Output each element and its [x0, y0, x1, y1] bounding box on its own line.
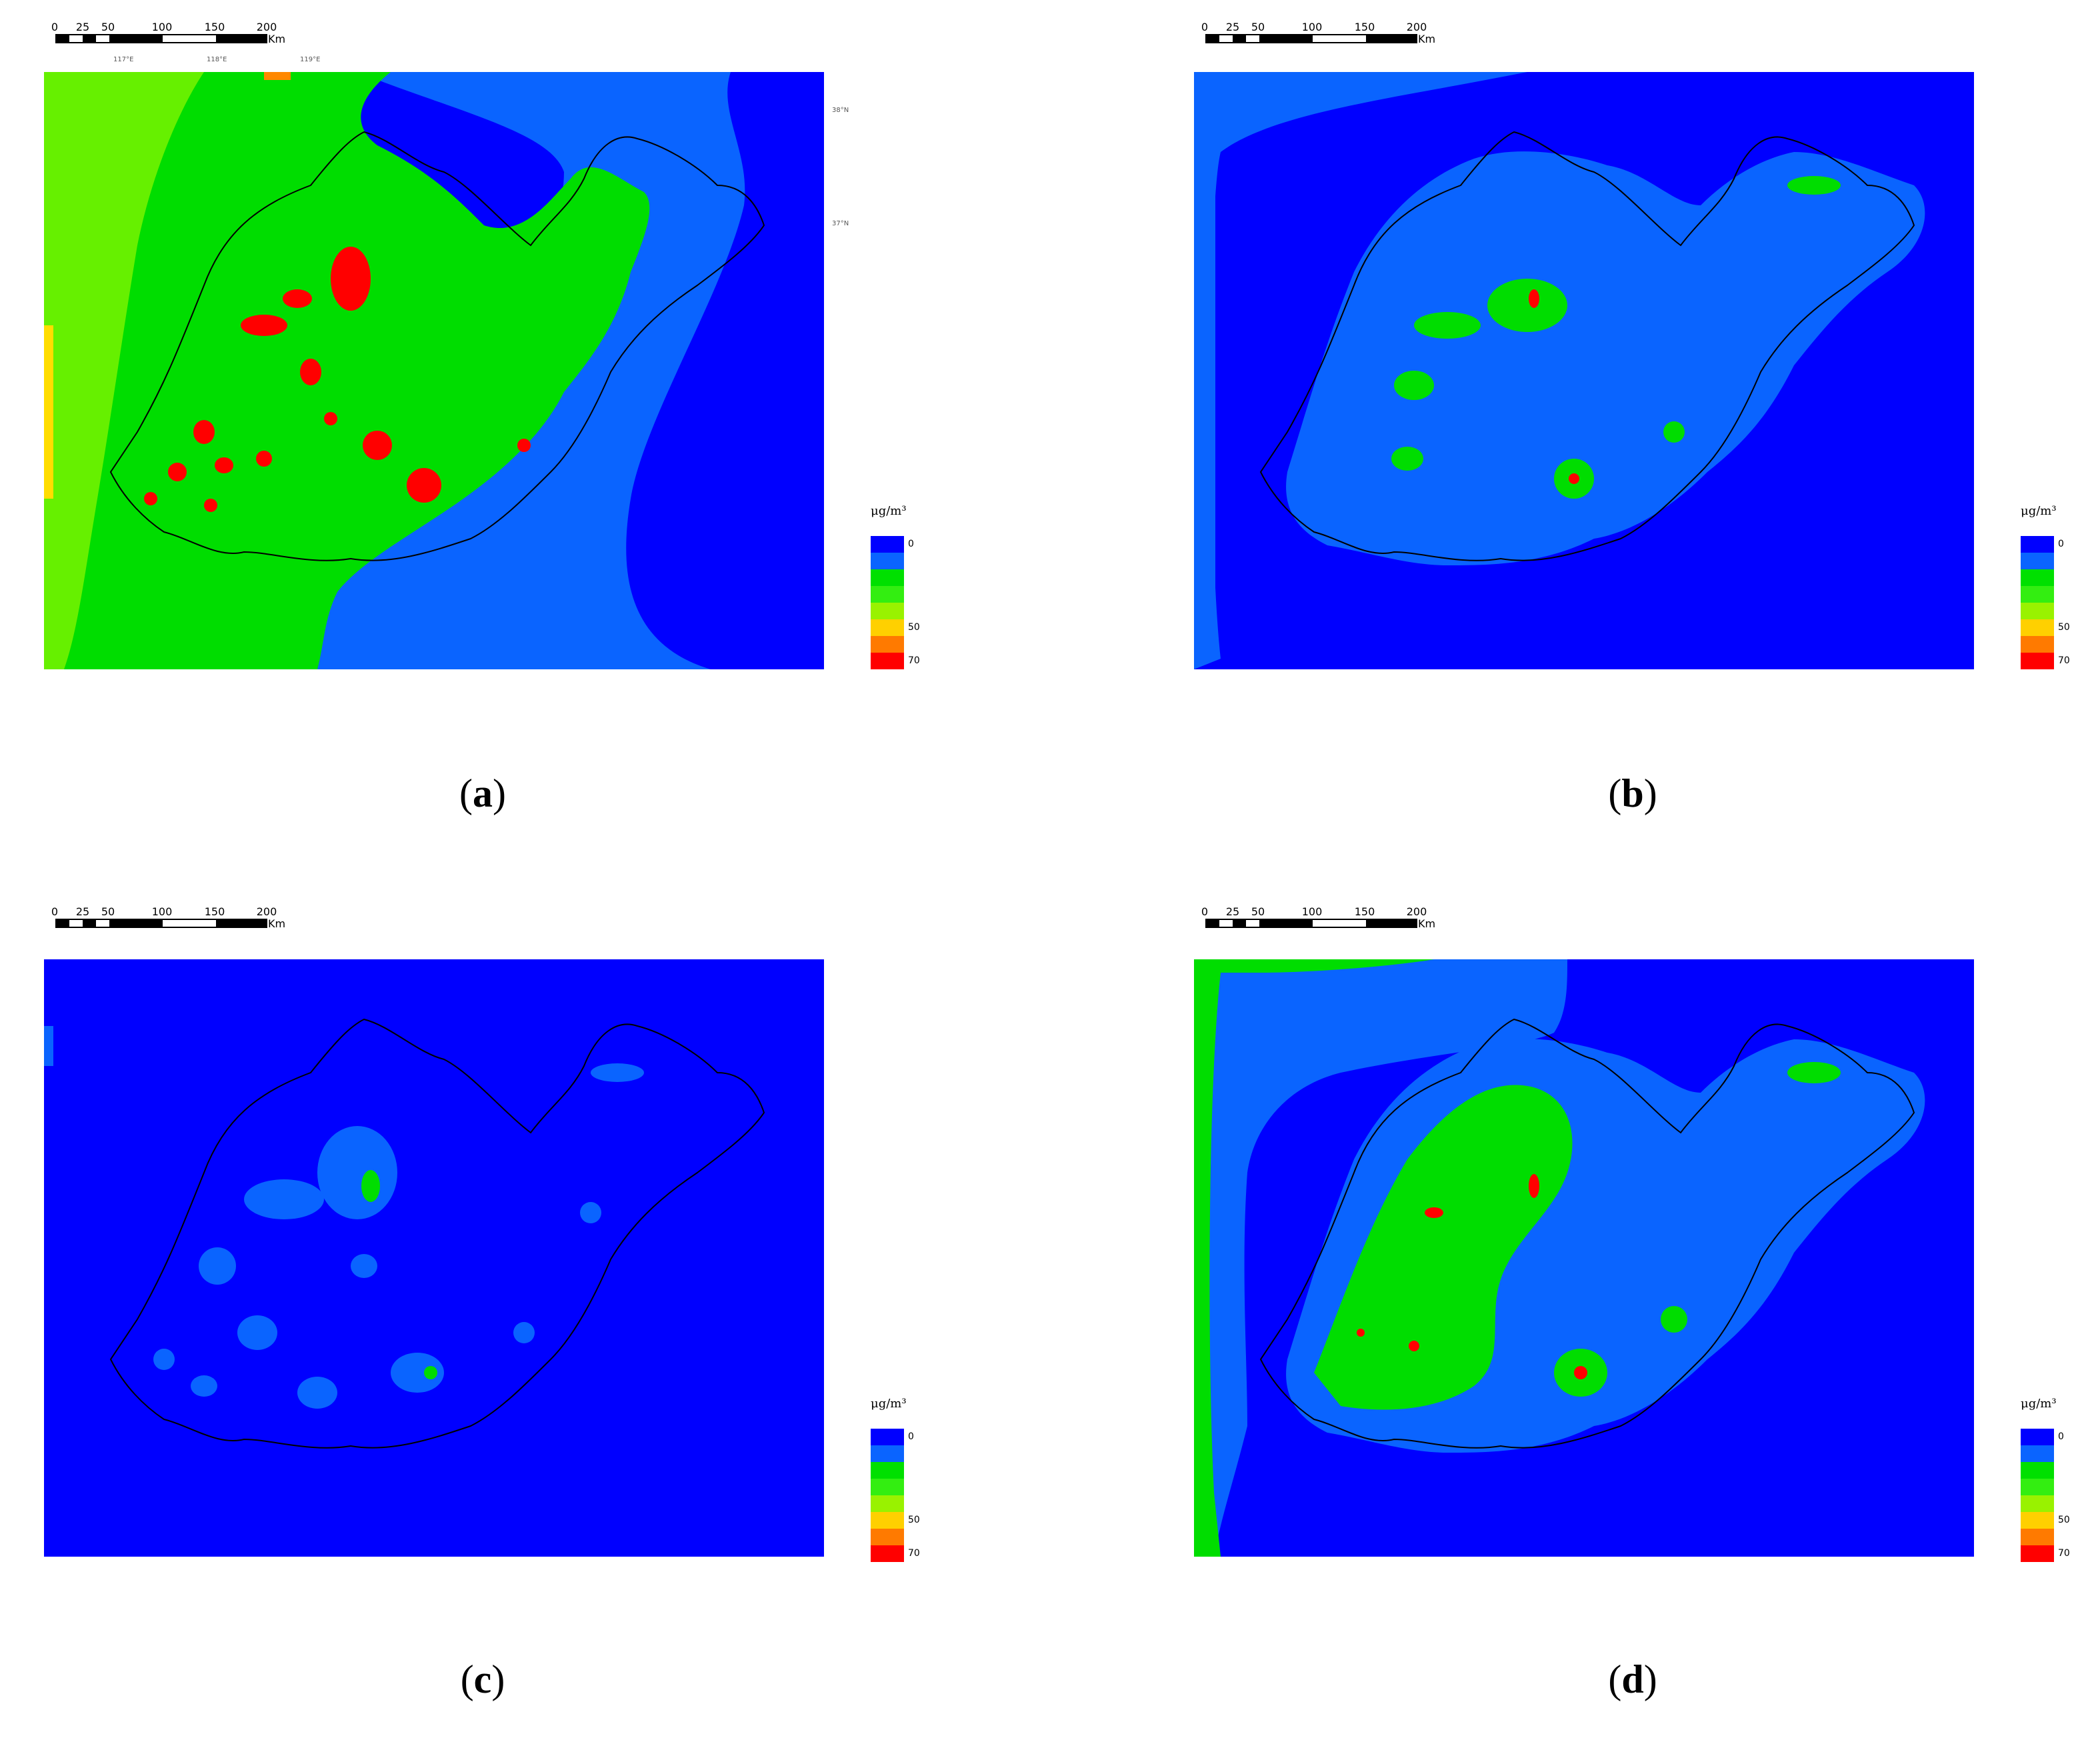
svg-text:50: 50 — [1251, 21, 1265, 33]
panel-label-b: (b) — [1608, 771, 1657, 815]
orange-top — [264, 72, 291, 80]
legend-label-50: 50 — [908, 622, 920, 633]
legend-swatch — [871, 586, 904, 603]
svg-text:0: 0 — [1201, 905, 1208, 918]
legend-label-0: 0 — [908, 539, 914, 549]
svg-text:Km: Km — [268, 917, 285, 930]
scale-tick-50: 50 — [101, 21, 115, 33]
legend-a: μg/m³ 0 50 70 — [871, 504, 931, 677]
legend-d: μg/m³ 0 50 70 — [2021, 1397, 2081, 1570]
scale-unit: Km — [268, 33, 285, 45]
panel-a: 0 25 50 100 150 200 Km — [0, 0, 1050, 873]
svg-text:200: 200 — [257, 905, 277, 918]
light-blue-zone — [1194, 72, 1527, 669]
scale-tick-0: 0 — [51, 21, 58, 33]
panel-d: 0 25 50 100 150 200 Km — [1050, 873, 2100, 1745]
pollution-map-d — [1194, 959, 1974, 1557]
scale-tick-100: 100 — [152, 21, 173, 33]
legend-swatch — [871, 569, 904, 586]
svg-text:100: 100 — [152, 905, 173, 918]
panel-b: 0 25 50 100 150 200 Km — [1050, 0, 2100, 873]
svg-text:150: 150 — [1355, 21, 1375, 33]
svg-text:25: 25 — [1226, 21, 1239, 33]
scale-tick-150: 150 — [205, 21, 225, 33]
panel-label-c: (c) — [460, 1657, 505, 1701]
lon-tick-label: 118°E — [207, 56, 227, 63]
green-zone — [44, 72, 650, 669]
panel-c: 0 25 50 100 150 200 Km — [0, 873, 1050, 1745]
lon-tick-label: 117°E — [113, 56, 134, 63]
lat-tick-label: 38°N — [832, 107, 849, 114]
svg-text:200: 200 — [1407, 905, 1427, 918]
province-outline — [109, 131, 765, 561]
pollution-map-c — [44, 959, 824, 1557]
lat-tick-label: 37°N — [832, 220, 849, 227]
land-light-blue — [1286, 151, 1925, 566]
legend-c: μg/m³ 0 50 70 — [871, 1397, 931, 1570]
panel-label-a: (a) — [459, 771, 506, 815]
svg-text:25: 25 — [1226, 905, 1239, 918]
legend-unit: μg/m³ — [871, 504, 907, 518]
svg-text:25: 25 — [76, 905, 89, 918]
legend-swatch — [871, 636, 904, 653]
legend-swatch — [871, 553, 904, 569]
legend-swatch — [871, 653, 904, 669]
panel-label-d: (d) — [1608, 1657, 1657, 1701]
legend-swatch — [871, 536, 904, 553]
svg-text:0: 0 — [1201, 21, 1208, 33]
legend-swatch — [871, 603, 904, 619]
scale-bar: 0 25 50 100 150 200 Km — [51, 21, 285, 45]
svg-text:Km: Km — [1418, 917, 1435, 930]
pollution-map-b — [1194, 72, 1974, 669]
scale-segments — [55, 34, 267, 43]
yellow-edge — [44, 325, 53, 499]
scale-bar: 0 25 50 100 150 200 Km — [51, 905, 285, 930]
scale-tick-200: 200 — [257, 21, 277, 33]
legend-label-70: 70 — [908, 655, 920, 666]
svg-text:150: 150 — [205, 905, 225, 918]
svg-text:50: 50 — [1251, 905, 1265, 918]
scale-bar: 0 25 50 100 150 200 Km — [1201, 905, 1435, 930]
svg-text:100: 100 — [1302, 905, 1323, 918]
svg-text:100: 100 — [1302, 21, 1323, 33]
svg-text:150: 150 — [1355, 905, 1375, 918]
legend-b: μg/m³ 0 50 70 — [2021, 504, 2081, 677]
pollution-map-a — [44, 72, 824, 669]
legend-swatch — [871, 619, 904, 636]
light-green-zone — [44, 72, 204, 669]
svg-text:Km: Km — [1418, 33, 1435, 45]
svg-text:50: 50 — [101, 905, 115, 918]
svg-text:200: 200 — [1407, 21, 1427, 33]
lon-tick-label: 119°E — [300, 56, 321, 63]
hotspots — [144, 247, 531, 512]
svg-text:0: 0 — [51, 905, 58, 918]
scale-bar: 0 25 50 100 150 200 Km — [1201, 21, 1435, 45]
scale-tick-25: 25 — [76, 21, 89, 33]
